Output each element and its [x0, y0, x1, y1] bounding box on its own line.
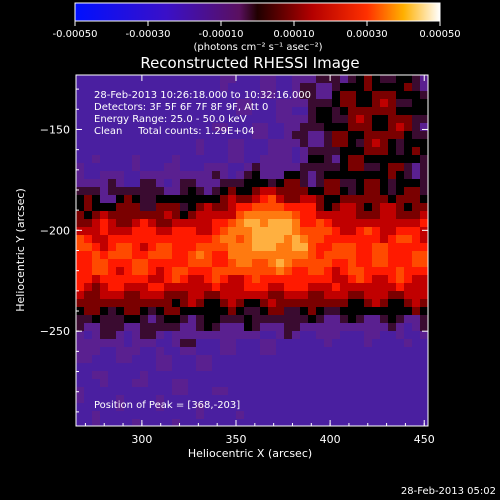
- footer-timestamp: 28-Feb-2013 05:02: [401, 486, 496, 497]
- heatmap-image: [76, 75, 428, 426]
- peak-position-label: Position of Peak = [368,-203]: [94, 400, 240, 411]
- colorbar-tick-label: 0.00010: [273, 29, 314, 40]
- colorbar: [74, 2, 441, 22]
- colorbar-tick-label: -0.00050: [53, 29, 98, 40]
- colorbar-tick-label: -0.00030: [126, 29, 171, 40]
- y-tick-label: −250: [40, 325, 70, 338]
- x-tick-label: 350: [226, 433, 247, 446]
- annotation-detectors: Detectors: 3F 5F 6F 7F 8F 9F, Att 0: [94, 102, 268, 113]
- annotation-time-range: 28-Feb-2013 10:26:18.000 to 10:32:16.000: [94, 90, 311, 101]
- x-tick-label: 400: [320, 433, 341, 446]
- colorbar-tick-label: -0.00010: [199, 29, 244, 40]
- annotation-clean-counts: Clean Total counts: 1.29E+04: [94, 126, 254, 137]
- y-axis-label: Heliocentric Y (arcsec): [14, 188, 27, 312]
- colorbar-tick-label: 0.00050: [419, 29, 460, 40]
- y-tick-label: −150: [40, 123, 70, 136]
- annotation-energy-range: Energy Range: 25.0 - 50.0 keV: [94, 114, 247, 125]
- colorbar-tick-label: 0.00030: [346, 29, 387, 40]
- x-axis: 300 350 400 450: [84, 75, 435, 446]
- chart-title: Reconstructed RHESSI Image: [140, 54, 359, 72]
- x-tick-label: 300: [131, 433, 152, 446]
- x-tick-label: 450: [414, 433, 435, 446]
- colorbar-ticks: -0.00050 -0.00030 -0.00010 0.00010 0.00030 0.…: [53, 21, 461, 40]
- y-tick-label: −200: [40, 224, 70, 237]
- x-axis-label: Heliocentric X (arcsec): [188, 447, 312, 460]
- colorbar-unit-label: (photons cm⁻² s⁻¹ asec⁻²): [193, 42, 322, 53]
- y-axis: −150 −200 −250: [40, 88, 428, 413]
